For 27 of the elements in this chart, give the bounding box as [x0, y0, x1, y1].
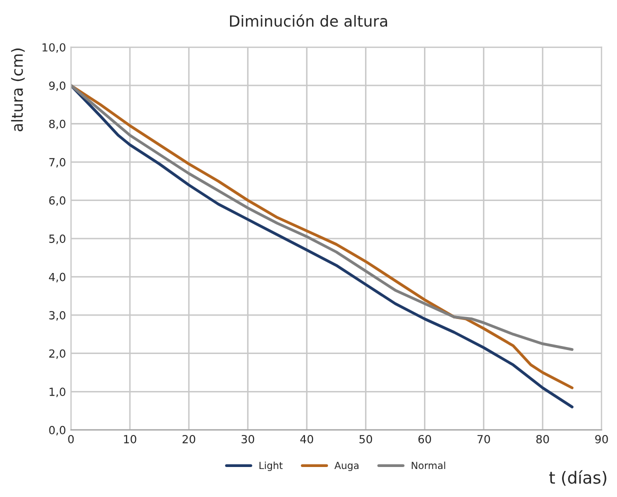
legend-label: Auga	[334, 462, 358, 472]
y-tick-label: 6,0	[49, 196, 66, 206]
legend-label: Normal	[412, 462, 446, 470]
x-tick-label: 60	[418, 434, 432, 444]
legend-label: Light	[260, 462, 283, 472]
chart-title: Diminución de altura	[230, 14, 388, 27]
y-tick-label: 0,0	[49, 426, 66, 436]
y-tick-label: 1,0	[50, 388, 66, 398]
y-tick-label: 7,0	[49, 158, 66, 168]
x-tick-label: 50	[360, 434, 372, 444]
x-tick-label: 30	[242, 434, 254, 444]
y-tick-label: 8,0	[49, 120, 66, 130]
y-tick-label: 2,0	[49, 349, 66, 359]
y-tick-label: 10,0	[42, 43, 66, 53]
x-tick-label: 0	[68, 434, 74, 444]
x-tick-label: 70	[478, 434, 490, 444]
x-tick-label: 10	[124, 434, 136, 444]
x-tick-label: 90	[595, 434, 608, 444]
y-tick-label: 4,0	[48, 272, 66, 282]
y-tick-label: 5,0	[49, 234, 66, 244]
y-axis-title: altura (cm)	[11, 48, 25, 132]
x-axis-title: t (días)	[549, 470, 606, 486]
x-tick-label: 20	[182, 434, 196, 444]
y-tick-label: 9,0	[49, 81, 66, 91]
x-tick-label: 80	[536, 434, 549, 444]
x-tick-label: 40	[300, 434, 314, 444]
y-tick-label: 3,0	[49, 311, 66, 321]
